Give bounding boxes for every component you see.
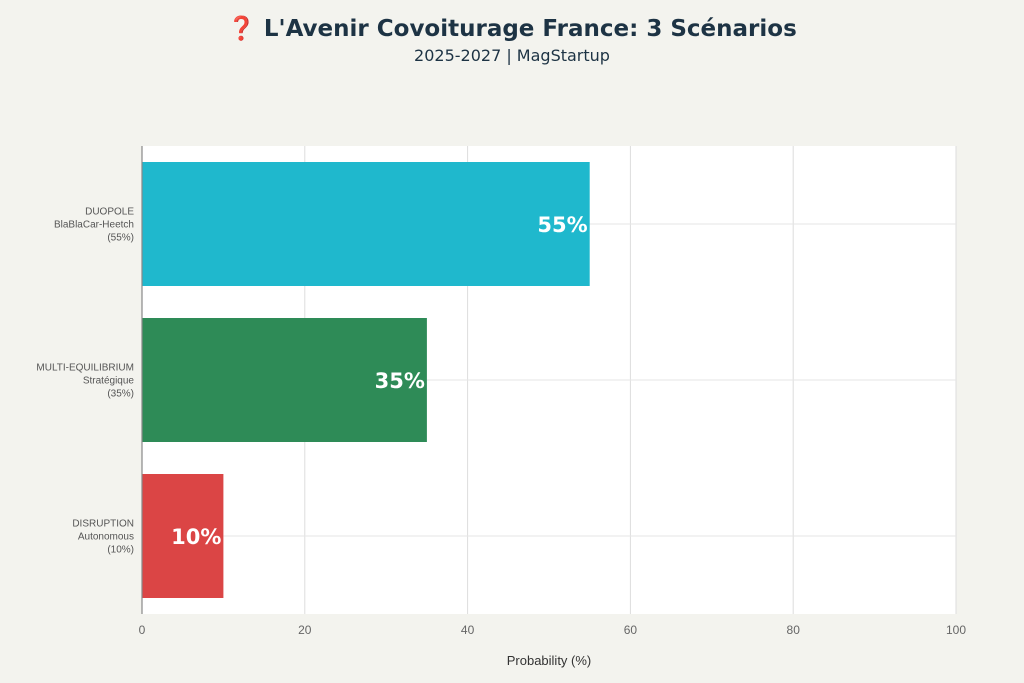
category-label-line: DISRUPTION — [72, 519, 134, 530]
x-tick-label: 40 — [461, 623, 475, 637]
bars: 55% 35% 10% — [142, 162, 590, 598]
category-label-line: DUOPOLE — [85, 207, 134, 218]
x-tick-label: 60 — [624, 623, 638, 637]
category-label-line: MULTI-EQUILIBRIUM — [36, 363, 134, 374]
category-label-line: Autonomous — [78, 532, 134, 543]
category-label-line: BlaBlaCar-Heetch — [54, 220, 134, 231]
bar — [142, 162, 590, 286]
category-label: MULTI-EQUILIBRIUM Stratégique (35%) — [36, 363, 134, 400]
bar-value-label: 55% — [537, 213, 587, 237]
bar-value-label: 10% — [171, 525, 221, 549]
category-label: DUOPOLE BlaBlaCar-Heetch (55%) — [54, 207, 134, 244]
chart-title: ❓ L'Avenir Covoiturage France: 3 Scénari… — [227, 16, 797, 42]
chart-header: ❓ L'Avenir Covoiturage France: 3 Scénari… — [0, 14, 1024, 66]
x-axis-label: Probability (%) — [507, 653, 592, 668]
x-tick-label: 100 — [946, 623, 966, 637]
chart-subtitle: 2025-2027 | MagStartup — [414, 46, 610, 65]
category-label-line: Stratégique — [83, 376, 135, 387]
bar — [142, 318, 427, 442]
x-tick-label: 80 — [787, 623, 801, 637]
x-tick-label: 0 — [139, 623, 146, 637]
x-tick-label: 20 — [298, 623, 312, 637]
category-label-line: (35%) — [107, 389, 134, 400]
category-label-line: (55%) — [107, 233, 134, 244]
category-label: DISRUPTION Autonomous (10%) — [72, 519, 134, 556]
y-axis-categories: DUOPOLE BlaBlaCar-Heetch (55%) MULTI-EQUILI… — [36, 207, 134, 556]
category-label-line: (10%) — [107, 545, 134, 556]
bar — [142, 474, 224, 598]
x-axis-ticks: 0 20 40 60 80 100 — [139, 623, 967, 637]
bar-value-label: 35% — [375, 369, 425, 393]
